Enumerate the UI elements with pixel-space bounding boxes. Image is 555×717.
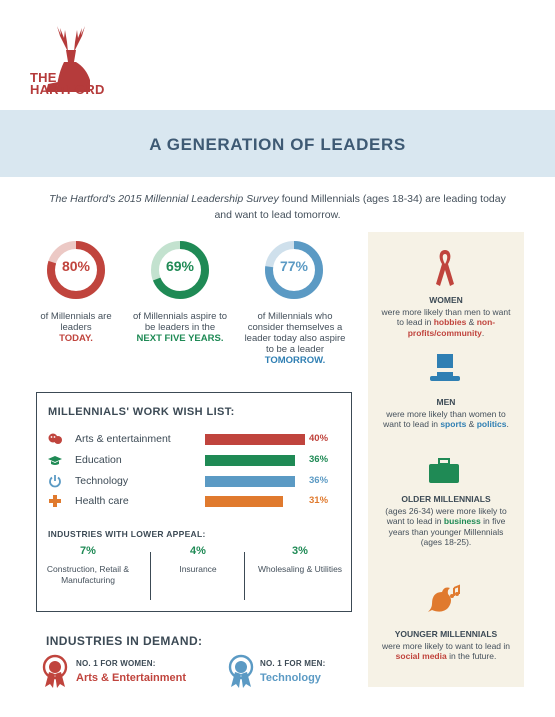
men-text: were more likely than women to want to l…	[383, 408, 506, 430]
tweeting-bird-icon	[428, 584, 460, 612]
younger-text-1: were more likely to want to lead in	[381, 640, 511, 651]
demand-women-sub: NO. 1 FOR WOMEN:	[76, 659, 156, 668]
wish-row-technology: Technology 36%	[48, 474, 338, 488]
stat-3-emphasis: TOMORROW.	[264, 355, 326, 366]
lower-appeal-wholesaling: 3% Wholesaling & Utilities	[252, 546, 348, 575]
women-insight: WOMEN were more likely than men to want …	[368, 295, 524, 338]
ring-arc	[151, 241, 209, 299]
survey-name: The Hartford's 2015 Millennial Leadershi…	[49, 193, 279, 205]
lower-appeal-label: Construction, Retail & Manufacturing	[46, 564, 130, 585]
brand-line-2: HARTFORD	[30, 82, 105, 97]
older-text-1: (ages 26-34) were more likely to want to…	[385, 505, 507, 527]
award-ribbon-icon	[42, 654, 68, 688]
brand-line-1: THE	[30, 70, 57, 85]
men-insight: MEN were more likely than women to want …	[368, 397, 524, 430]
lower-appeal-label: Wholesaling & Utilities	[257, 564, 343, 574]
award-ribbon-icon	[228, 654, 254, 688]
demand-women-main: Arts & Entertainment	[76, 672, 187, 684]
men-end: .	[506, 419, 509, 429]
lower-appeal-title: INDUSTRIES WITH LOWER APPEAL:	[48, 529, 206, 539]
stat-3-caption: of Millennials who consider themselves a…	[240, 311, 350, 366]
men-hl-1: sports	[440, 419, 467, 429]
wish-list-title: MILLENNIALS' WORK WISH LIST:	[48, 406, 235, 418]
lower-appeal-value: 7%	[80, 545, 96, 557]
wish-value: 36%	[309, 475, 329, 486]
older-hl: business	[443, 516, 481, 526]
stat-2-caption: of Millennials aspire to be leaders in t…	[132, 311, 228, 344]
hartford-stag-logo	[46, 26, 90, 92]
medical-cross-icon	[49, 495, 61, 507]
wish-value: 40%	[309, 433, 329, 444]
wish-label: Technology	[75, 475, 129, 487]
lower-appeal-label: Insurance	[179, 564, 217, 574]
wish-value: 36%	[309, 454, 329, 465]
women-mid: &	[466, 317, 477, 327]
younger-text-2: in the future.	[446, 651, 497, 661]
lower-appeal-divider	[244, 552, 245, 600]
men-mid: &	[466, 419, 477, 429]
men-title: MEN	[436, 397, 456, 407]
stat-3-text: of Millennials who consider themselves a…	[244, 311, 346, 355]
stat-3-value: 77%	[279, 258, 309, 274]
women-text: were more likely than men to want to lea…	[381, 306, 511, 328]
lower-appeal-value: 4%	[190, 545, 206, 557]
women-hl-2: non-profits/community	[407, 317, 496, 338]
page-title: A GENERATION OF LEADERS	[149, 135, 406, 154]
wish-row-education: Education 36%	[48, 453, 338, 467]
briefcase-icon	[429, 458, 459, 483]
women-end: .	[481, 327, 485, 338]
graduation-cap-icon	[48, 456, 62, 465]
work-wish-list-box	[36, 392, 352, 612]
stat-2-value: 69%	[165, 258, 195, 274]
intro-text: The Hartford's 2015 Millennial Leadershi…	[40, 191, 515, 223]
demand-men-main: Technology	[260, 672, 321, 684]
top-hat-icon	[430, 354, 460, 381]
demand-men-sub: NO. 1 FOR MEN:	[260, 659, 326, 668]
ring-chart-2	[151, 241, 209, 299]
stat-2-emphasis: NEXT FIVE YEARS.	[136, 333, 224, 344]
lower-appeal-construction: 7% Construction, Retail & Manufacturing	[40, 546, 136, 586]
wish-row-health: Health care 31%	[48, 494, 338, 508]
industries-in-demand-title: INDUSTRIES IN DEMAND:	[46, 634, 203, 648]
lower-appeal-divider	[150, 552, 151, 600]
wish-bar	[205, 434, 305, 445]
older-text-2: in five years than younger Millennials (…	[388, 516, 506, 547]
wish-label: Health care	[75, 495, 129, 507]
wish-label: Education	[75, 454, 122, 466]
wish-row-arts: Arts & entertainment 40%	[48, 432, 338, 446]
power-icon	[49, 475, 61, 488]
younger-hl: social media	[395, 651, 447, 661]
wish-label: Arts & entertainment	[75, 433, 171, 445]
stat-1-caption: of Millennials are leaders TODAY.	[30, 311, 122, 344]
ring-chart-3	[265, 241, 323, 299]
ring-chart-1	[47, 241, 105, 299]
women-hl-1: hobbies	[433, 317, 467, 327]
awareness-ribbon-icon	[436, 250, 454, 286]
lower-appeal-insurance: 4% Insurance	[150, 546, 246, 575]
ring-arc	[265, 241, 323, 299]
men-hl-2: politics	[476, 419, 507, 429]
younger-title: YOUNGER MILLENNIALS	[394, 629, 498, 639]
ring-arc	[47, 241, 105, 299]
intro-rest: found Millennials (ages 18-34) are leadi…	[214, 193, 506, 221]
masks-icon	[48, 433, 62, 444]
wish-bar	[205, 476, 295, 487]
stat-1-value: 80%	[61, 258, 91, 274]
wish-bar	[205, 455, 295, 466]
wish-value: 31%	[309, 495, 329, 506]
older-insight: OLDER MILLENNIALS (ages 26-34) were more…	[368, 494, 524, 548]
younger-insight: YOUNGER MILLENNIALS were more likely to …	[368, 629, 524, 662]
stat-2-text: of Millennials aspire to be leaders in t…	[133, 311, 227, 333]
lower-appeal-value: 3%	[292, 545, 308, 557]
title-banner	[0, 110, 555, 177]
stat-1-emphasis: TODAY.	[59, 333, 93, 344]
stat-1-text: of Millennials are leaders	[40, 311, 112, 333]
wish-bar	[205, 496, 283, 507]
older-title: OLDER MILLENNIALS	[401, 494, 491, 504]
women-title: WOMEN	[429, 295, 463, 305]
brand-wordmark: THE HARTFORD	[30, 70, 105, 97]
